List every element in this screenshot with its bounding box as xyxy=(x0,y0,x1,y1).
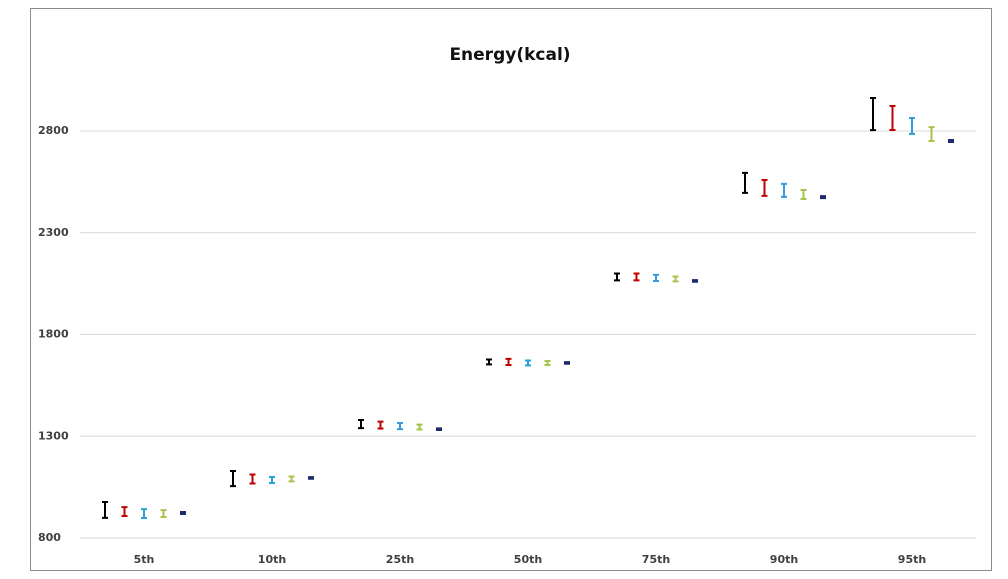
y-tick-label: 2300 xyxy=(38,226,69,239)
error-bar xyxy=(308,476,314,480)
error-bar xyxy=(800,189,807,200)
error-bar xyxy=(761,179,768,197)
y-tick-label: 800 xyxy=(38,531,61,544)
x-tick-label: 10th xyxy=(258,553,286,566)
error-bar xyxy=(544,359,551,367)
error-bar xyxy=(525,359,531,367)
error-bar xyxy=(742,171,748,194)
error-bar xyxy=(102,500,108,519)
error-bar xyxy=(870,97,876,132)
error-bar xyxy=(564,361,570,365)
chart-frame xyxy=(30,8,992,571)
error-bar xyxy=(633,272,640,282)
error-bar xyxy=(781,182,787,198)
error-bar xyxy=(948,138,954,143)
error-bar xyxy=(121,506,128,518)
error-bar xyxy=(614,272,620,282)
error-bar xyxy=(180,510,186,515)
error-bar xyxy=(909,116,915,135)
error-bar xyxy=(672,275,679,283)
error-bar xyxy=(249,473,256,485)
error-bar xyxy=(416,423,423,431)
error-bar xyxy=(397,422,403,431)
error-bar xyxy=(288,475,295,483)
error-bar xyxy=(160,509,167,519)
y-tick-label: 1800 xyxy=(38,328,69,341)
error-bar xyxy=(269,475,275,485)
error-bar xyxy=(486,358,492,366)
x-tick-label: 5th xyxy=(134,553,155,566)
error-bar xyxy=(692,279,698,283)
error-bar xyxy=(358,418,364,430)
error-bar xyxy=(820,195,826,200)
x-tick-label: 75th xyxy=(642,553,670,566)
x-tick-label: 90th xyxy=(770,553,798,566)
error-bar xyxy=(653,273,659,282)
y-tick-label: 1300 xyxy=(38,429,69,442)
x-tick-label: 25th xyxy=(386,553,414,566)
error-bar xyxy=(505,357,512,367)
error-bar xyxy=(377,420,384,430)
x-tick-label: 95th xyxy=(898,553,926,566)
x-tick-label: 50th xyxy=(514,553,542,566)
error-bar xyxy=(141,508,147,520)
error-bar xyxy=(928,126,935,142)
y-tick-label: 2800 xyxy=(38,124,69,137)
error-bar xyxy=(436,427,442,431)
chart-title: Energy(kcal) xyxy=(449,45,570,65)
error-bar xyxy=(889,104,896,131)
error-bar xyxy=(230,470,236,488)
